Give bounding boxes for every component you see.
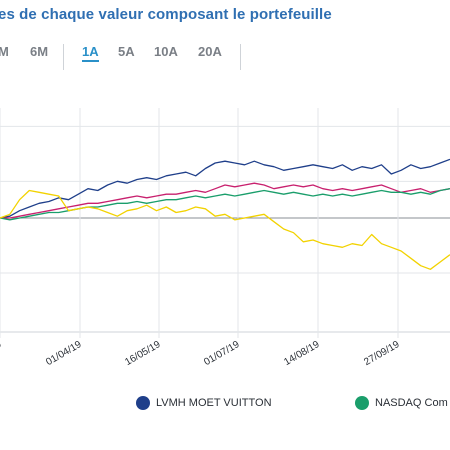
series-line-1 [0,182,450,219]
x-tick-label: 02/19 [0,339,4,361]
chart-lines [0,158,450,270]
x-tick-label: 01/04/19 [44,339,84,368]
x-tick-label: 14/08/19 [282,339,322,368]
range-button-6m[interactable]: 6M [30,44,49,59]
x-tick-label: 01/07/19 [202,339,242,368]
chart-grid [0,108,450,338]
chart-legend: LVMH MOET VUITTON NASDAQ Com [0,396,450,416]
legend-item-nasdaq[interactable]: NASDAQ Com [355,396,448,410]
x-axis-ticks: 02/19 01/04/19 16/05/19 01/07/19 14/08/19 27/… [0,339,402,368]
legend-swatch [355,396,369,410]
page-title: es de chaque valeur composant le portefe… [0,6,332,23]
range-button-m[interactable]: M [0,44,9,59]
series-line-2 [0,188,450,221]
range-divider [63,44,64,70]
range-button-10a[interactable]: 10A [154,44,178,59]
x-tick-label: 27/09/19 [362,339,402,368]
price-chart: 02/19 01/04/19 16/05/19 01/07/19 14/08/19 27/… [0,108,450,368]
series-line-0 [0,158,450,219]
range-button-5a[interactable]: 5A [118,44,135,59]
range-divider [240,44,241,70]
range-selector: M 6M 1A 5A 10A 20A [0,44,450,64]
range-button-20a[interactable]: 20A [198,44,222,59]
legend-label: LVMH MOET VUITTON [156,397,272,409]
x-tick-label: 16/05/19 [123,339,163,368]
legend-item-lvmh[interactable]: LVMH MOET VUITTON [136,396,272,410]
series-line-3 [0,189,450,270]
legend-label: NASDAQ Com [375,397,448,409]
legend-swatch [136,396,150,410]
range-button-1a[interactable]: 1A [82,44,99,62]
